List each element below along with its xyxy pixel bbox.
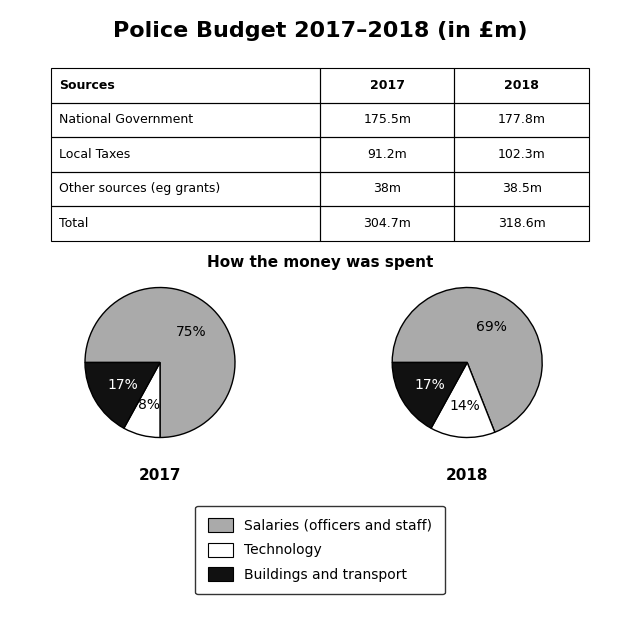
Text: 2018: 2018 (446, 468, 488, 482)
Bar (320, 206, 454, 241)
Text: 14%: 14% (449, 399, 480, 413)
Text: 2017: 2017 (370, 79, 404, 92)
Wedge shape (85, 362, 160, 428)
Text: 2017: 2017 (139, 468, 181, 482)
Text: 38m: 38m (373, 182, 401, 196)
Bar (51, 172, 320, 206)
Text: 17%: 17% (107, 378, 138, 392)
Text: Other sources (eg grants): Other sources (eg grants) (59, 182, 220, 196)
Bar (51, 102, 320, 137)
Wedge shape (85, 288, 235, 438)
Text: Total: Total (59, 217, 88, 230)
Bar (454, 137, 589, 172)
Bar (320, 172, 454, 206)
Text: 38.5m: 38.5m (502, 182, 541, 196)
Bar (51, 206, 320, 241)
Text: 102.3m: 102.3m (498, 148, 545, 161)
Text: 304.7m: 304.7m (364, 217, 411, 230)
Text: How the money was spent: How the money was spent (207, 255, 433, 270)
Text: 17%: 17% (414, 378, 445, 392)
Bar (320, 137, 454, 172)
Bar (51, 137, 320, 172)
Wedge shape (431, 362, 495, 438)
Text: 69%: 69% (476, 319, 507, 334)
Bar (454, 172, 589, 206)
Text: 318.6m: 318.6m (498, 217, 545, 230)
Bar (51, 68, 320, 102)
Bar (454, 206, 589, 241)
Wedge shape (124, 362, 160, 438)
Text: Local Taxes: Local Taxes (59, 148, 130, 161)
Wedge shape (392, 362, 467, 428)
Text: National Government: National Government (59, 113, 193, 126)
Text: 175.5m: 175.5m (364, 113, 412, 126)
Bar (454, 102, 589, 137)
Text: Sources: Sources (59, 79, 115, 92)
Text: 91.2m: 91.2m (367, 148, 407, 161)
Text: Police Budget 2017–2018 (in £m): Police Budget 2017–2018 (in £m) (113, 21, 527, 41)
Text: 177.8m: 177.8m (497, 113, 545, 126)
Text: 8%: 8% (138, 398, 160, 412)
Bar (320, 68, 454, 102)
Text: 75%: 75% (175, 325, 206, 339)
Text: 2018: 2018 (504, 79, 539, 92)
Bar (320, 102, 454, 137)
Bar (454, 68, 589, 102)
Legend: Salaries (officers and staff), Technology, Buildings and transport: Salaries (officers and staff), Technolog… (195, 506, 445, 594)
Wedge shape (392, 288, 542, 432)
